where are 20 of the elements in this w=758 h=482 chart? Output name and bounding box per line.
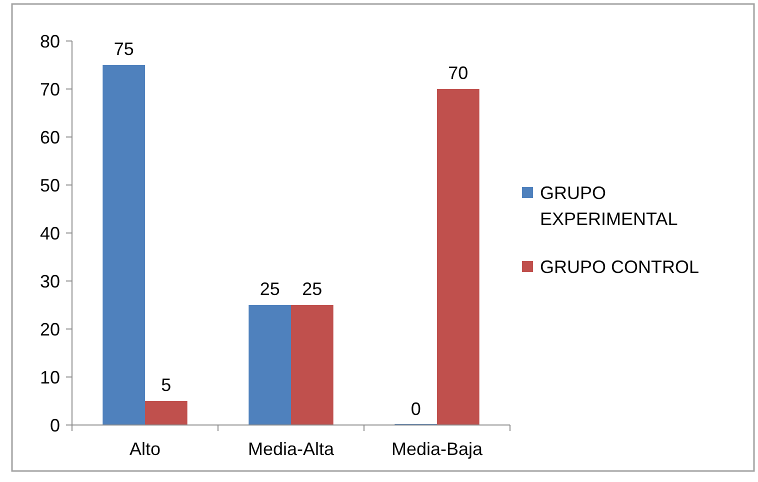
y-tick-label: 50 (40, 175, 60, 196)
y-tick-label: 60 (40, 127, 60, 148)
data-label: 75 (114, 39, 134, 59)
y-tick-label: 0 (50, 415, 60, 436)
y-tick-label: 40 (40, 223, 60, 244)
y-tick-label: 70 (40, 79, 60, 100)
y-tick-label: 20 (40, 319, 60, 340)
legend-label: GRUPO EXPERIMENTAL (540, 183, 678, 230)
data-label: 25 (302, 279, 322, 299)
x-tick-label: Alto (129, 439, 161, 459)
legend-label: GRUPO CONTROL (540, 257, 700, 278)
y-tick-label: 30 (40, 271, 60, 292)
x-tick-label: Media-Alta (248, 439, 335, 459)
x-tick-label: Media-Baja (391, 439, 484, 459)
data-label: 0 (410, 399, 421, 419)
data-label: 25 (260, 279, 280, 299)
data-label: 70 (448, 63, 468, 83)
y-tick-label: 80 (40, 31, 60, 52)
data-label: 5 (161, 375, 172, 395)
y-tick-label: 10 (40, 367, 60, 388)
